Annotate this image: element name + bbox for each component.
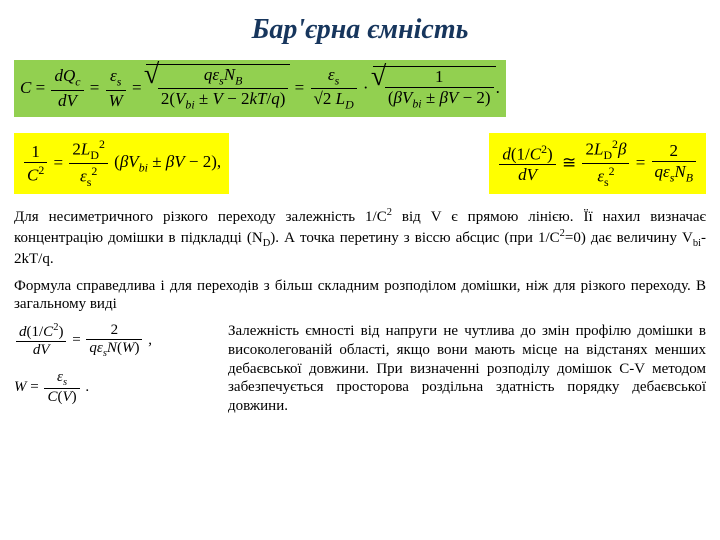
formula-right-box: d(1/C2)dV ≅ 2LD2βεs2 = 2qεsNB — [489, 133, 706, 194]
main-formula-box: C = dQcdV = εsW = qεsNB2(Vbi ± V − 2kT/q… — [14, 60, 506, 117]
formula-tail: . — [496, 78, 500, 98]
formula-lhs: C — [20, 78, 31, 98]
paragraph-3: Залежність ємності від напруги не чутлив… — [228, 322, 706, 416]
paragraph-1: Для несиметричного різкого переходу зале… — [14, 206, 706, 269]
page-title: Бар'єрна ємність — [0, 0, 720, 54]
paragraph-2: Формула справедлива і для переходів з бі… — [14, 277, 706, 315]
formula-left-factor: (βVbi ± βV − 2), — [114, 152, 221, 175]
formula-bl1: d(1/C2)dV = 2qεsN(W) , — [14, 322, 204, 359]
formula-bl2: W = εsC(V) . — [14, 369, 204, 406]
main-formula: C = dQcdV = εsW = qεsNB2(Vbi ± V − 2kT/q… — [20, 64, 500, 113]
bottom-left-formulas: d(1/C2)dV = 2qεsN(W) , W = εsC(V) . — [14, 322, 204, 416]
formula-row: 1C2 = 2LD2εs2 (βVbi ± βV − 2), d(1/C2)dV… — [14, 133, 706, 194]
bottom-row: d(1/C2)dV = 2qεsN(W) , W = εsC(V) . Зале… — [14, 322, 706, 416]
formula-left-box: 1C2 = 2LD2εs2 (βVbi ± βV − 2), — [14, 133, 229, 194]
